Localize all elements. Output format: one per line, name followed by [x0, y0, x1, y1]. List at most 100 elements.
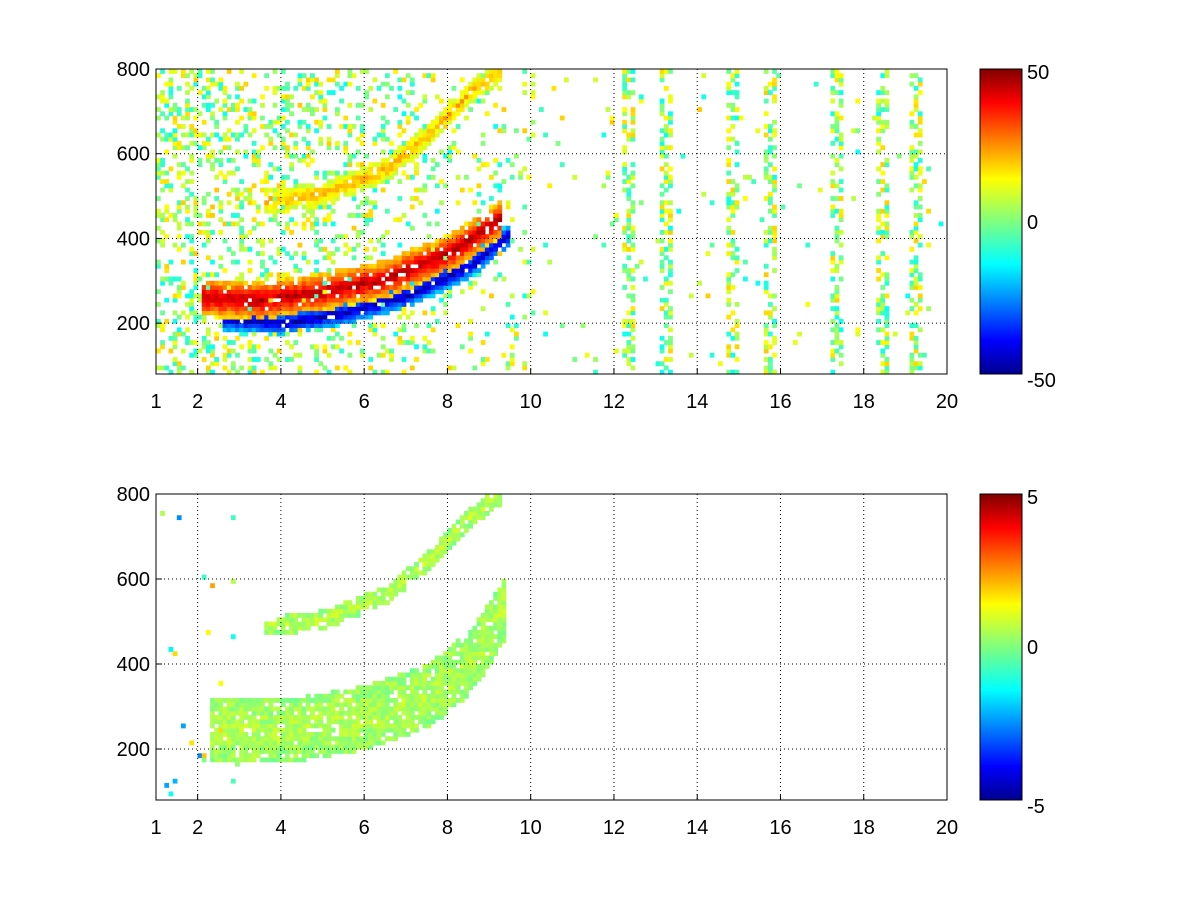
heatmap-cell: [605, 174, 611, 180]
heatmap-cell: [397, 145, 403, 151]
heatmap-cell: [493, 259, 498, 265]
heatmap-cell: [301, 153, 307, 159]
heatmap-cell: [335, 604, 340, 610]
heatmap-cell: [318, 327, 324, 333]
heatmap-cell: [763, 69, 769, 74]
heatmap-cell: [772, 208, 777, 214]
heatmap-cells-2: [160, 494, 507, 797]
y-tick-label: 200: [117, 313, 150, 335]
heatmap-cell: [372, 604, 378, 610]
heatmap-cell: [343, 170, 349, 176]
heatmap-cell: [726, 344, 732, 350]
heatmap-cell: [501, 617, 507, 623]
heatmap-cell: [326, 124, 332, 129]
heatmap-cell: [243, 318, 249, 324]
heatmap-cell: [484, 630, 490, 635]
heatmap-cell: [318, 289, 324, 295]
heatmap-cell: [838, 344, 844, 350]
heatmap-cell: [397, 672, 403, 678]
heatmap-cell: [401, 357, 407, 362]
heatmap-cell: [355, 285, 361, 290]
heatmap-cell: [368, 297, 374, 303]
heatmap-cell: [285, 732, 290, 737]
heatmap-cell: [193, 293, 199, 299]
heatmap-cell: [243, 280, 249, 286]
heatmap-cell: [326, 693, 332, 699]
heatmap-cell: [168, 111, 174, 117]
heatmap-cell: [376, 352, 382, 358]
heatmap-cell: [214, 285, 220, 290]
heatmap-cell: [480, 634, 486, 640]
heatmap-cell: [176, 204, 182, 210]
heatmap-cell: [455, 238, 461, 244]
heatmap-cell: [384, 369, 390, 375]
heatmap-cell: [239, 191, 245, 197]
heatmap-cell: [205, 301, 211, 307]
heatmap-cell: [276, 727, 282, 733]
heatmap-cell: [260, 719, 265, 725]
heatmap-cell: [459, 259, 465, 265]
heatmap-cell: [285, 102, 290, 108]
heatmap-cell: [197, 145, 203, 151]
heatmap-cell: [156, 196, 161, 201]
heatmap-cell: [493, 208, 498, 214]
heatmap-cell: [310, 285, 315, 290]
heatmap-cell: [626, 69, 632, 74]
heatmap-cell: [439, 693, 444, 699]
heatmap-cell: [260, 238, 265, 244]
heatmap-cell: [222, 753, 228, 759]
heatmap-cell: [268, 331, 274, 337]
heatmap-cell: [668, 344, 673, 350]
heatmap-cell: [318, 119, 324, 125]
heatmap-cell: [280, 719, 286, 725]
heatmap-cell: [626, 174, 632, 180]
heatmap-cell: [476, 157, 482, 163]
heatmap-cell: [272, 259, 278, 265]
heatmap-cell: [285, 153, 290, 159]
heatmap-cell: [326, 310, 332, 316]
heatmap-cell: [443, 119, 449, 125]
heatmap-cell: [409, 259, 415, 265]
heatmap-cell: [480, 617, 486, 623]
heatmap-cell: [493, 608, 498, 614]
heatmap-cell: [226, 723, 232, 729]
heatmap-cell: [205, 344, 211, 350]
heatmap-cell: [480, 630, 486, 635]
heatmap-cell: [913, 310, 919, 316]
heatmap-cell: [297, 276, 303, 282]
heatmap-cell: [480, 613, 486, 618]
heatmap-cell: [359, 166, 365, 172]
heatmap-cell: [464, 272, 469, 278]
heatmap-cell: [364, 217, 369, 223]
heatmap-cell: [414, 570, 419, 576]
heatmap-cell: [359, 179, 365, 184]
heatmap-cell: [414, 166, 419, 172]
heatmap-cell: [430, 553, 436, 559]
heatmap-cell: [668, 272, 673, 278]
heatmap-cell: [434, 689, 440, 695]
heatmap-cell: [418, 693, 424, 699]
heatmap-cell: [414, 344, 419, 350]
heatmap-cell: [384, 297, 390, 303]
heatmap-cell: [210, 301, 215, 307]
heatmap-cell: [272, 698, 278, 703]
heatmap-cell: [380, 285, 386, 290]
heatmap-cell: [455, 242, 461, 248]
heatmap-cell: [335, 234, 340, 240]
heatmap-cell: [668, 369, 673, 375]
heatmap-cell: [767, 229, 773, 235]
heatmap-cell: [201, 132, 207, 138]
heatmap-cell: [235, 757, 240, 763]
heatmap-cell: [285, 191, 290, 197]
heatmap-cell: [255, 740, 261, 746]
heatmap-cell: [626, 272, 632, 278]
heatmap-cell: [834, 293, 840, 299]
heatmap-cell: [289, 621, 294, 627]
heatmap-cell: [472, 263, 478, 269]
heatmap-cell: [322, 740, 328, 746]
heatmap-cell: [622, 73, 628, 79]
heatmap-cell: [318, 617, 324, 623]
heatmap-cell: [322, 348, 328, 354]
heatmap-cell: [493, 634, 498, 640]
heatmap-cell: [834, 157, 840, 163]
